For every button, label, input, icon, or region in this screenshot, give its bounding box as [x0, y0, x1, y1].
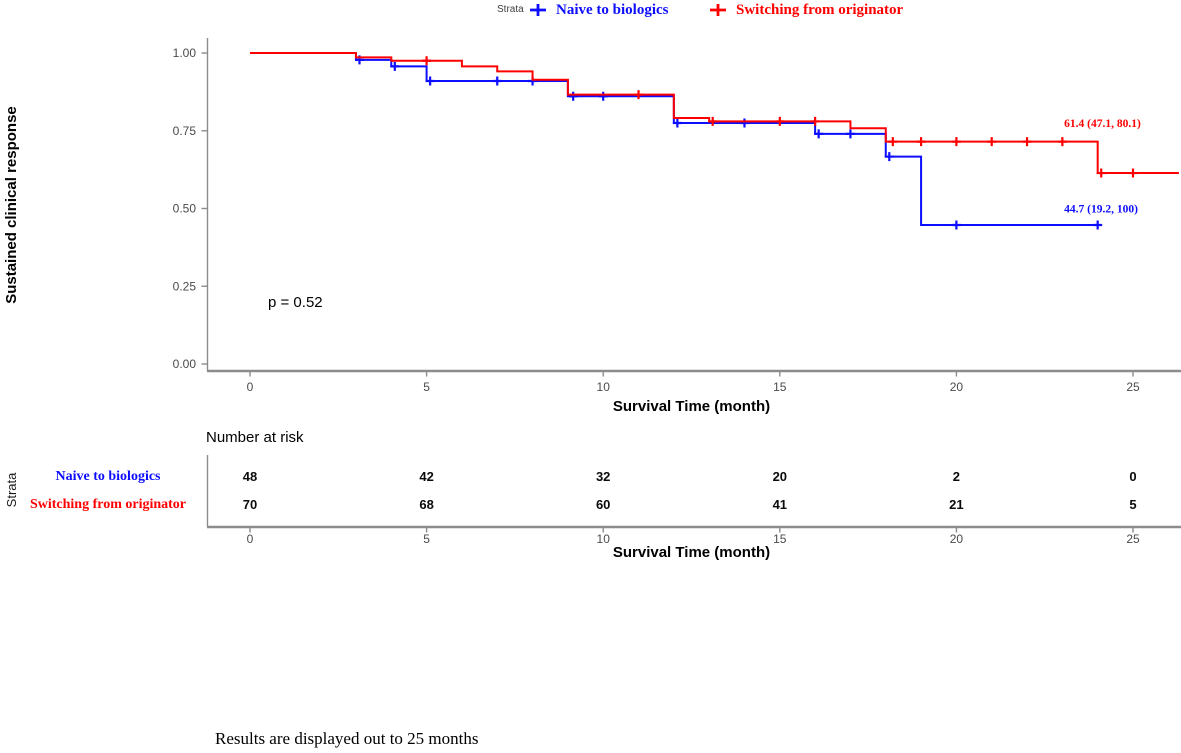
x-tick-label: 20	[950, 380, 964, 394]
x-axis-title-main: Survival Time (month)	[612, 398, 771, 415]
censor-mark	[810, 116, 820, 126]
number-at-risk-value: 2	[953, 469, 960, 484]
legend-item-naive[interactable]: Naive to biologics	[528, 0, 669, 20]
risk-strata-axis-label: Strata	[4, 472, 19, 508]
number-at-risk-value: 20	[773, 469, 787, 484]
censor-mark	[1093, 220, 1103, 230]
x-tick-label: 0	[247, 380, 254, 394]
risk-x-tick-label: 10	[597, 532, 611, 546]
y-tick-label: 0.50	[173, 202, 197, 216]
x-tick-label: 25	[1126, 380, 1140, 394]
y-axis-title: Sustained clinical response	[3, 106, 20, 304]
risk-x-tick-label: 5	[423, 532, 430, 546]
y-tick-label: 1.00	[173, 46, 197, 60]
censor-mark	[987, 137, 997, 147]
censor-mark	[492, 76, 502, 86]
x-tick-label: 10	[597, 380, 611, 394]
y-tick-label: 0.00	[173, 357, 197, 371]
censor-mark	[708, 116, 718, 126]
number-at-risk-value: 32	[596, 469, 610, 484]
censor-plus-icon	[530, 4, 546, 16]
risk-x-tick-label: 25	[1126, 532, 1140, 546]
censor-mark	[598, 91, 608, 101]
censor-mark	[1057, 137, 1067, 147]
number-at-risk-value: 21	[949, 497, 963, 512]
number-at-risk-value: 41	[773, 497, 787, 512]
censor-mark	[739, 118, 749, 128]
censor-mark	[951, 220, 961, 230]
x-axis-title-risk: Survival Time (month)	[612, 544, 771, 561]
censor-mark	[845, 129, 855, 139]
censor-mark	[672, 118, 682, 128]
km-curve-switching-from-originator	[250, 52, 1179, 175]
number-at-risk-value: 48	[243, 469, 257, 484]
survival-estimate-annotation: 44.7 (19.2, 100)	[1064, 204, 1138, 216]
censor-mark	[1128, 168, 1138, 178]
number-at-risk-value: 68	[419, 497, 433, 512]
censor-mark	[390, 61, 400, 71]
y-tick-label: 0.25	[173, 279, 197, 293]
number-at-risk-value: 0	[1129, 469, 1136, 484]
legend-item-switching[interactable]: Switching from originator	[708, 0, 903, 20]
censor-mark	[1096, 168, 1106, 178]
censor-mark	[884, 152, 894, 162]
risk-x-tick-label: 20	[950, 532, 964, 546]
number-at-risk-value: 70	[243, 497, 257, 512]
censor-mark	[1022, 137, 1032, 147]
p-value-annotation: p = 0.52	[268, 294, 323, 311]
censor-mark	[916, 137, 926, 147]
number-at-risk-value: 42	[419, 469, 433, 484]
censor-mark	[951, 137, 961, 147]
risk-x-tick-label: 15	[773, 532, 787, 546]
survival-estimate-annotation: 61.4 (47.1, 80.1)	[1064, 118, 1141, 130]
km-curve-naive-to-biologics	[250, 52, 1098, 226]
risk-row-label-naive: Naive to biologics	[55, 469, 161, 484]
censor-plus-icon	[710, 4, 726, 16]
number-at-risk-value: 60	[596, 497, 610, 512]
censor-mark	[814, 129, 824, 139]
risk-row-label-switching: Switching from originator	[29, 497, 187, 512]
risk-table-title: Number at risk	[206, 429, 304, 446]
number-at-risk-value: 5	[1129, 497, 1136, 512]
legend-title: Strata	[497, 4, 524, 15]
censor-mark	[425, 76, 435, 86]
censor-mark	[634, 90, 644, 100]
y-tick-label: 0.75	[173, 124, 197, 138]
censor-mark	[422, 56, 432, 66]
legend-item-label: Naive to biologics	[556, 1, 669, 18]
censor-mark	[775, 116, 785, 126]
x-tick-label: 15	[773, 380, 787, 394]
legend-item-label: Switching from originator	[736, 1, 904, 18]
x-tick-label: 5	[423, 380, 430, 394]
censor-mark	[888, 137, 898, 147]
censor-mark	[568, 91, 578, 101]
figure-caption: Results are displayed out to 25 months	[215, 729, 479, 748]
risk-x-tick-label: 0	[247, 532, 254, 546]
